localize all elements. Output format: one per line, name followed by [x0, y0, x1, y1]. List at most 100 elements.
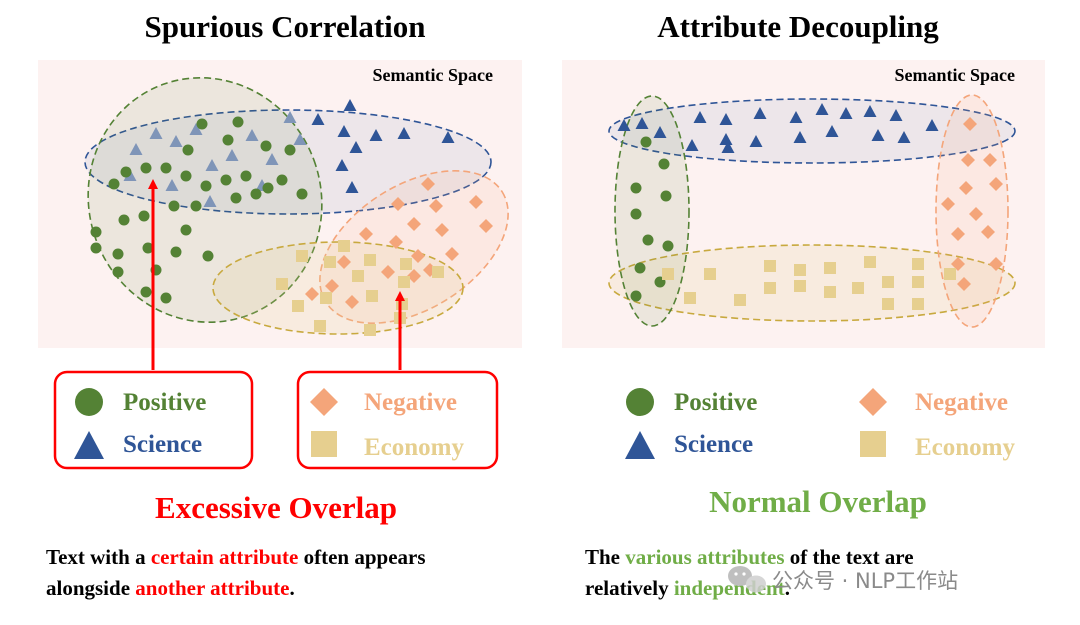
left-science-point	[189, 123, 203, 135]
left-title: Spurious Correlation	[144, 9, 425, 44]
right-negative-point	[951, 257, 965, 271]
left-science-point	[343, 99, 357, 111]
right-economy-point	[912, 298, 924, 310]
left-legend-box-negative-economy	[296, 370, 499, 470]
left-positive-point	[140, 286, 152, 298]
right-negative-point	[941, 197, 955, 211]
right-economy-point	[824, 286, 836, 298]
left-science-point	[283, 111, 297, 123]
right-science-point	[871, 129, 885, 141]
left-legend-economy: Economy	[364, 434, 465, 461]
left-positive-point	[138, 210, 150, 222]
left-positive-point	[200, 180, 212, 192]
right-negative-point	[961, 153, 975, 167]
right-legend-science: Science	[674, 431, 753, 458]
left-positive-point	[108, 178, 120, 190]
left-negative-point	[435, 223, 449, 237]
right-title: Attribute Decoupling	[657, 9, 939, 44]
left-economy-point	[292, 300, 304, 312]
right-science-point	[653, 126, 667, 138]
left-economy-point	[276, 278, 288, 290]
left-negative-point	[305, 287, 319, 301]
left-economy-point	[320, 292, 332, 304]
left-negative-point	[389, 235, 403, 249]
left-positive-point	[232, 116, 244, 128]
square-icon	[311, 431, 337, 457]
left-negative-point	[429, 199, 443, 213]
left-negative-point	[407, 217, 421, 231]
triangle-icon	[625, 431, 655, 459]
left-positive-point	[262, 182, 274, 194]
right-negative-point	[981, 225, 995, 239]
left-positive-point	[168, 200, 180, 212]
left-negative-point	[411, 249, 425, 263]
left-science-point	[335, 159, 349, 171]
left-economy-point	[400, 258, 412, 270]
left-positive-point	[118, 214, 130, 226]
left-economy-point	[324, 256, 336, 268]
right-legend-economy: Economy	[915, 434, 1016, 461]
right-space-label: Semantic Space	[895, 65, 1016, 85]
right-positive-point	[630, 290, 642, 302]
right-economy-point	[882, 276, 894, 288]
right-science-point	[693, 111, 707, 123]
left-legend-science: Science	[123, 431, 202, 458]
left-science-point	[149, 127, 163, 139]
left-positive-point	[250, 188, 262, 200]
right-caption-line1: The various attributes of the text are	[585, 545, 914, 569]
left-science-point	[265, 153, 279, 165]
right-science-point	[789, 111, 803, 123]
right-legend-negative: Negative	[915, 389, 1008, 416]
right-science-point	[719, 113, 733, 125]
right-science-point	[825, 125, 839, 137]
right-negative-point	[969, 207, 983, 221]
right-science-point	[793, 131, 807, 143]
left-positive-cluster	[87, 76, 323, 324]
right-economy-point	[864, 256, 876, 268]
right-positive-point	[640, 136, 652, 148]
right-science-point	[753, 107, 767, 119]
right-negative-point	[951, 227, 965, 241]
left-positive-point	[90, 242, 102, 254]
circle-icon	[75, 388, 103, 416]
right-science-cluster	[608, 98, 1016, 164]
left-economy-point	[398, 276, 410, 288]
left-negative-point	[359, 227, 373, 241]
right-science-point	[721, 141, 735, 153]
right-economy-point	[734, 294, 746, 306]
left-positive-point	[230, 192, 242, 204]
left-positive-point	[142, 242, 154, 254]
left-positive-point	[284, 144, 296, 156]
right-science-point	[635, 117, 649, 129]
left-negative-point	[479, 219, 493, 233]
diamond-icon	[310, 388, 338, 416]
left-positive-point	[112, 248, 124, 260]
left-economy-point	[352, 270, 364, 282]
right-economy-point	[912, 258, 924, 270]
left-negative-point	[381, 265, 395, 279]
right-positive-point	[630, 182, 642, 194]
right-negative-point	[989, 177, 1003, 191]
left-science-point	[349, 141, 363, 153]
right-economy-point	[794, 280, 806, 292]
left-economy-point	[314, 320, 326, 332]
right-science-point	[889, 109, 903, 121]
right-economy-point	[764, 260, 776, 272]
left-overlap-label: Excessive Overlap	[155, 490, 397, 525]
left-negative-point	[421, 177, 435, 191]
triangle-icon	[74, 431, 104, 459]
right-economy-point	[662, 268, 674, 280]
left-science-point	[293, 133, 307, 145]
right-science-point	[749, 135, 763, 147]
right-science-point	[925, 119, 939, 131]
left-economy-point	[364, 324, 376, 336]
right-science-point	[897, 131, 911, 143]
right-positive-point	[642, 234, 654, 246]
left-data-points	[90, 99, 493, 336]
left-caption-line2: alongside another attribute.	[46, 576, 295, 600]
left-science-point	[311, 113, 325, 125]
watermark-text: 公众号 · NLP工作站	[772, 569, 958, 593]
left-science-point	[369, 129, 383, 141]
right-science-point	[863, 105, 877, 117]
left-science-point	[165, 179, 179, 191]
